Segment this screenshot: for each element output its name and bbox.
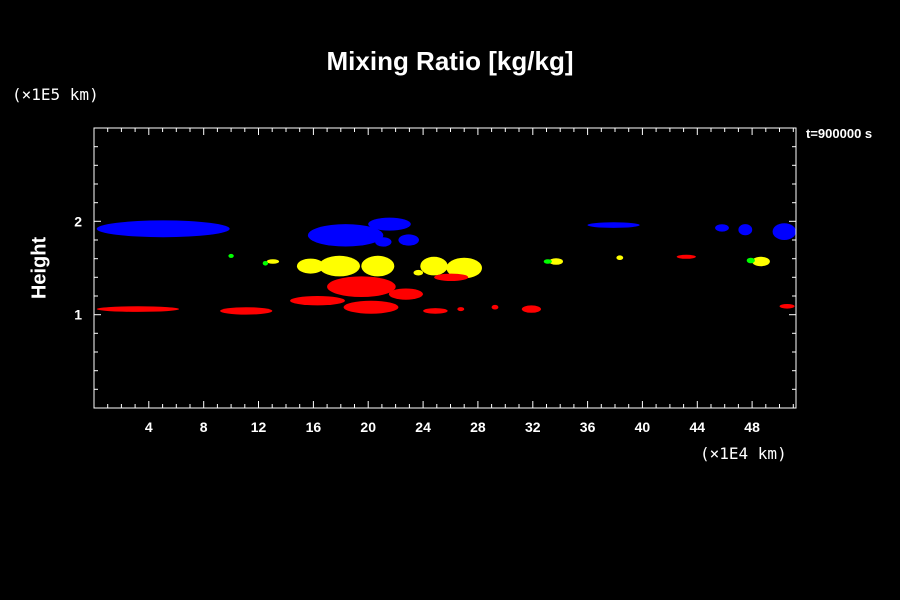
data-blob-1-0 — [296, 258, 325, 274]
data-blob-3-1 — [220, 307, 273, 315]
data-blob-3-4 — [343, 300, 399, 314]
data-blob-0-1 — [307, 224, 384, 247]
data-blob-1-5 — [413, 269, 424, 276]
data-blob-1-1 — [318, 255, 360, 277]
data-blob-2-1 — [262, 261, 269, 266]
x-tick-label: 40 — [635, 419, 651, 435]
data-blob-1-9 — [752, 256, 770, 267]
data-blob-0-4 — [398, 234, 420, 246]
x-tick-label: 12 — [251, 419, 267, 435]
data-blob-3-11 — [676, 254, 696, 259]
data-blob-1-3 — [420, 256, 448, 276]
data-blob-0-6 — [715, 224, 729, 232]
data-blob-0-2 — [368, 217, 411, 231]
x-tick-label: 32 — [525, 419, 541, 435]
data-blob-3-10 — [521, 305, 542, 313]
time-label: t=900000 s — [806, 126, 873, 141]
x-tick-label: 44 — [690, 419, 706, 435]
data-blob-2-2 — [543, 259, 552, 264]
data-blob-0-0 — [96, 220, 230, 238]
x-tick-label: 16 — [306, 419, 322, 435]
plot-frame — [93, 127, 797, 409]
data-blob-3-3 — [327, 276, 396, 298]
data-blob-2-3 — [746, 257, 755, 264]
data-blob-1-2 — [361, 255, 395, 277]
data-blob-0-7 — [738, 224, 753, 236]
x-tick-label: 36 — [580, 419, 596, 435]
x-tick-label: 48 — [744, 419, 760, 435]
y-tick-label: 2 — [74, 213, 82, 229]
x-axis-unit: (×1E4 km) — [700, 444, 787, 463]
data-blob-0-3 — [375, 237, 392, 247]
data-blob-3-12 — [779, 304, 795, 309]
x-tick-label: 24 — [415, 419, 431, 435]
data-blob-2-0 — [228, 253, 234, 258]
data-blob-1-7 — [549, 258, 563, 265]
x-tick-label: 8 — [200, 419, 208, 435]
data-blob-1-8 — [616, 255, 624, 260]
data-blob-1-4 — [446, 257, 483, 279]
data-blob-3-6 — [423, 308, 448, 314]
data-blob-0-5 — [587, 222, 640, 228]
data-blob-3-2 — [290, 296, 345, 306]
y-axis-unit: (×1E5 km) — [12, 85, 99, 104]
x-tick-label: 20 — [360, 419, 376, 435]
data-blob-3-7 — [434, 273, 469, 281]
data-blob-3-5 — [388, 288, 423, 300]
data-blob-3-8 — [457, 307, 465, 312]
x-tick-label: 28 — [470, 419, 486, 435]
data-blob-0-8 — [772, 223, 796, 241]
data-blob-3-9 — [491, 304, 499, 310]
y-tick-label: 1 — [74, 307, 82, 323]
x-tick-label: 4 — [145, 419, 153, 435]
chart-title: Mixing Ratio [kg/kg] — [326, 46, 574, 76]
data-blob-3-0 — [96, 306, 179, 312]
data-blob-1-6 — [266, 259, 280, 264]
